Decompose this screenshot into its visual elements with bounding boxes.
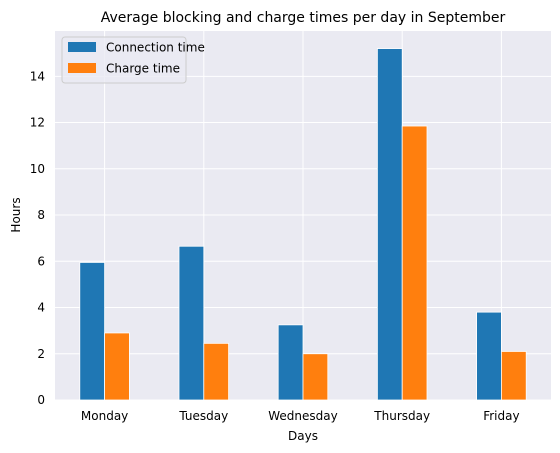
y-tick-label: 8 (37, 208, 45, 222)
bar-connection-time-thursday (376, 48, 403, 401)
x-tick-label: Monday (81, 409, 128, 423)
legend-swatch-connection-time (68, 42, 96, 52)
bar-charge-time-tuesday (203, 342, 230, 401)
bar-connection-time-wednesday (277, 324, 304, 401)
bar-charge-time-friday (500, 351, 527, 401)
y-tick-label: 14 (30, 69, 45, 83)
legend-label: Connection time (106, 41, 205, 55)
legend: Connection time Charge time (61, 36, 205, 84)
chart-title: Average blocking and charge times per da… (101, 10, 506, 26)
y-tick-labels: 0 2 4 6 8 10 12 14 (30, 69, 45, 407)
legend-swatch-charge-time (68, 63, 96, 73)
bar-connection-time-monday (79, 262, 106, 401)
bar-charge-time-wednesday (302, 353, 329, 401)
bar-connection-time-friday (476, 311, 502, 401)
bar-connection-time-tuesday (178, 245, 205, 401)
x-tick-label: Wednesday (268, 409, 337, 423)
y-tick-label: 12 (30, 116, 45, 130)
y-tick-label: 2 (37, 347, 45, 361)
x-tick-label: Friday (483, 409, 519, 423)
bar-charge-time-thursday (401, 125, 428, 401)
legend-items: Connection time Charge time (68, 41, 205, 76)
x-axis-label: Days (288, 429, 318, 443)
y-axis-label: Hours (9, 197, 23, 232)
y-tick-label: 0 (37, 393, 45, 407)
bar-charge-time-monday (104, 332, 130, 401)
legend-label: Charge time (106, 62, 180, 76)
y-tick-label: 10 (30, 162, 45, 176)
x-tick-labels: Monday Tuesday Wednesday Thursday Friday (81, 409, 520, 423)
y-tick-label: 6 (37, 254, 45, 268)
x-tick-label: Thursday (373, 409, 430, 423)
x-tick-label: Tuesday (178, 409, 228, 423)
y-tick-label: 4 (37, 301, 45, 315)
bars (79, 48, 527, 401)
